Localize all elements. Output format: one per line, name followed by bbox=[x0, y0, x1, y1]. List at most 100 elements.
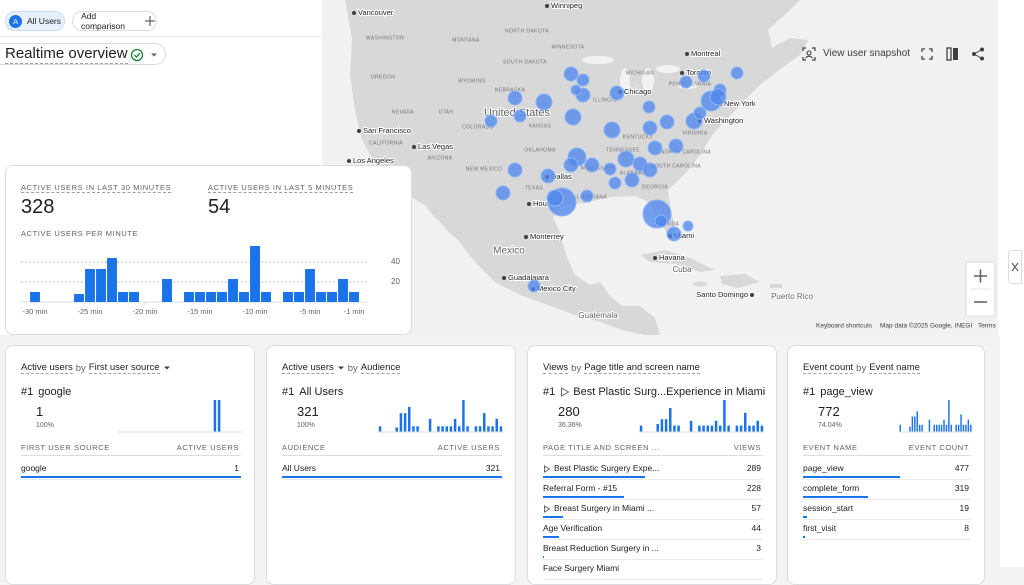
card-dimension[interactable]: Page title and screen name bbox=[584, 362, 700, 374]
location-bubble bbox=[624, 172, 640, 188]
location-bubble bbox=[603, 121, 621, 139]
trend-chart bbox=[899, 400, 972, 433]
trend-bar bbox=[702, 425, 705, 432]
card-metric[interactable]: Active users bbox=[282, 362, 334, 374]
location-bubble bbox=[682, 220, 694, 232]
top-value: 1 bbox=[36, 404, 44, 419]
y-tick-label: 20 bbox=[391, 277, 400, 286]
columns-icon[interactable] bbox=[946, 47, 952, 61]
bar bbox=[294, 292, 304, 302]
row-divider bbox=[803, 519, 971, 520]
location-bubble bbox=[570, 84, 582, 96]
state-label: NEVADA bbox=[392, 109, 415, 115]
title-status bbox=[130, 48, 157, 62]
column-dimension: EVENT NAME bbox=[803, 443, 858, 452]
gulf-of-california bbox=[410, 198, 460, 248]
add-comparison[interactable]: Add comparison bbox=[72, 11, 157, 31]
column-metric: ACTIVE USERS bbox=[437, 443, 500, 452]
row-value: 228 bbox=[746, 483, 761, 493]
header-divider bbox=[282, 455, 502, 456]
city-dot bbox=[680, 71, 684, 75]
trend-bar bbox=[673, 425, 676, 432]
state-label: CALIFORNIA bbox=[369, 140, 403, 146]
dropdown-caret[interactable] bbox=[337, 364, 345, 372]
trend-bar bbox=[739, 425, 743, 432]
bar bbox=[316, 292, 326, 302]
card-metric[interactable]: Event count bbox=[803, 362, 854, 374]
card-metric[interactable]: Views bbox=[543, 362, 569, 374]
location-bubble bbox=[513, 109, 527, 123]
trend-bar bbox=[735, 425, 739, 432]
location-bubble bbox=[668, 138, 684, 154]
zoom-in[interactable] bbox=[974, 269, 987, 283]
map[interactable]: Vancouver Winnipeg Montreal Toronto Chicago N… bbox=[0, 0, 1000, 335]
location-bubble bbox=[693, 106, 707, 120]
row-value: 477 bbox=[954, 463, 969, 473]
lake bbox=[642, 68, 654, 92]
page-icon bbox=[561, 387, 570, 397]
city-dot bbox=[412, 145, 416, 149]
top-name: Best Plastic Surg...Experience in Miami bbox=[573, 386, 766, 398]
trend-bar bbox=[483, 413, 486, 432]
card-metric[interactable]: Active users bbox=[21, 362, 73, 374]
map-shortcuts[interactable]: Keyboard shortcuts bbox=[816, 323, 873, 330]
lake bbox=[582, 56, 614, 64]
row-label: session_start bbox=[803, 503, 853, 513]
row-value: 44 bbox=[751, 523, 761, 533]
summary-card: ACTIVE USERS IN LAST 30 MINUTES 328 ACTI… bbox=[5, 165, 412, 335]
row-bar bbox=[543, 516, 564, 518]
bar bbox=[107, 258, 117, 302]
trend-bar bbox=[916, 411, 918, 432]
header-divider bbox=[0, 36, 322, 37]
trend-bar bbox=[756, 420, 759, 432]
map-terms[interactable]: Terms bbox=[978, 323, 996, 330]
trend-bar bbox=[965, 424, 967, 432]
trend-bar bbox=[395, 427, 398, 432]
row-label-text: All Users bbox=[282, 463, 317, 473]
row-bar bbox=[21, 476, 241, 478]
trend-bar bbox=[909, 426, 911, 432]
trend-bar bbox=[437, 426, 440, 432]
snapshot-frame bbox=[802, 47, 816, 61]
fullscreen-icon[interactable] bbox=[921, 48, 933, 60]
trend-bar bbox=[403, 413, 407, 432]
state-label: MONTANA bbox=[452, 37, 480, 43]
row-label-text: Referral Form - #15 bbox=[543, 483, 618, 493]
row-divider bbox=[543, 559, 763, 560]
toolbar-icons bbox=[921, 47, 984, 61]
map-data-credit: Map data ©2025 Google, INEGI bbox=[880, 322, 972, 330]
top-value: 280 bbox=[558, 404, 580, 419]
location-bubble bbox=[563, 66, 579, 82]
hispaniola-land bbox=[720, 274, 760, 288]
bar bbox=[305, 269, 315, 302]
state-label: NORTH DAKOTA bbox=[505, 28, 549, 34]
card-title: Views by Page title and screen name bbox=[543, 362, 700, 374]
trend-bar bbox=[921, 424, 923, 432]
row-divider bbox=[543, 579, 763, 580]
card-dimension[interactable]: Audience bbox=[360, 362, 401, 374]
location-bubble bbox=[563, 157, 579, 173]
location-bubble bbox=[608, 176, 622, 190]
title-pill[interactable] bbox=[0, 43, 166, 65]
row-label: Age Verification bbox=[543, 523, 602, 533]
top-rank: #1 bbox=[543, 386, 556, 398]
trend-bar bbox=[714, 420, 718, 432]
trend-bar bbox=[416, 426, 419, 432]
side-panel-tab[interactable] bbox=[1008, 250, 1022, 284]
state-label: ILLINOIS bbox=[593, 97, 617, 103]
city-label: Havana bbox=[659, 253, 686, 262]
location-bubble bbox=[647, 140, 663, 156]
row-bar bbox=[543, 556, 545, 558]
dropdown-caret[interactable] bbox=[163, 364, 171, 372]
view-user-snapshot[interactable]: View user snapshot bbox=[823, 48, 911, 59]
trend-chart bbox=[378, 400, 503, 433]
row-divider bbox=[803, 499, 971, 500]
trend-bar bbox=[945, 424, 948, 432]
card-dimension[interactable]: First user source bbox=[88, 362, 160, 374]
state-label: NORTH CAROLINA bbox=[661, 149, 712, 155]
report-card: Active users by Audience #1 All Users 321 100%… bbox=[266, 345, 516, 585]
cuba-land bbox=[640, 250, 715, 272]
segment-chip[interactable]: A All Users bbox=[5, 11, 65, 31]
card-dimension[interactable]: Event name bbox=[869, 362, 920, 374]
state-label: VIRGINIA bbox=[682, 130, 707, 136]
